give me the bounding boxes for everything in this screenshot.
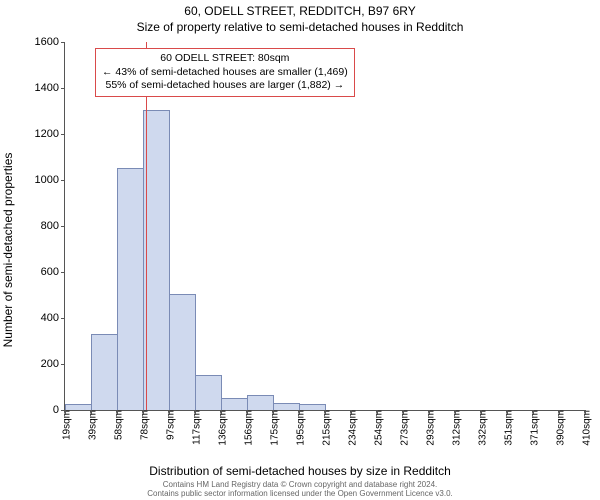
x-axis-label: Distribution of semi-detached houses by … <box>0 464 600 478</box>
histogram-bar <box>195 375 222 411</box>
x-tick-label: 117sqm <box>188 410 203 445</box>
plot-area: 0200400600800100012001400160019sqm39sqm5… <box>64 42 585 411</box>
x-tick-mark <box>65 410 66 414</box>
callout-box: 60 ODELL STREET: 80sqm ← 43% of semi-det… <box>95 48 355 97</box>
x-tick-mark <box>91 410 92 414</box>
footer-line2: Contains public sector information licen… <box>0 489 600 499</box>
x-tick-label: 371sqm <box>526 410 541 446</box>
x-tick-mark <box>169 410 170 414</box>
x-tick-label: 136sqm <box>214 410 229 446</box>
x-tick-label: 78sqm <box>136 410 151 440</box>
x-tick-mark <box>247 410 248 414</box>
histogram-bar <box>117 168 144 411</box>
x-tick-label: 39sqm <box>84 410 99 440</box>
x-tick-mark <box>221 410 222 414</box>
x-tick-label: 58sqm <box>110 410 125 440</box>
x-tick-label: 19sqm <box>58 410 73 440</box>
chart-container: 60, ODELL STREET, REDDITCH, B97 6RY Size… <box>0 0 600 500</box>
y-tick-mark <box>61 318 65 319</box>
x-tick-label: 410sqm <box>578 410 593 446</box>
y-tick-mark <box>61 134 65 135</box>
y-tick-mark <box>61 364 65 365</box>
x-tick-mark <box>117 410 118 414</box>
x-tick-mark <box>195 410 196 414</box>
callout-line1: 60 ODELL STREET: 80sqm <box>102 52 348 66</box>
x-tick-label: 215sqm <box>318 410 333 446</box>
x-tick-mark <box>403 410 404 414</box>
x-tick-label: 390sqm <box>552 410 567 446</box>
x-tick-label: 175sqm <box>266 410 281 446</box>
x-tick-label: 234sqm <box>344 410 359 446</box>
histogram-bar <box>273 403 300 410</box>
x-tick-label: 332sqm <box>474 410 489 446</box>
x-tick-label: 273sqm <box>396 410 411 446</box>
x-tick-mark <box>429 410 430 414</box>
callout-line2: ← 43% of semi-detached houses are smalle… <box>102 66 348 80</box>
x-tick-mark <box>559 410 560 414</box>
x-tick-label: 351sqm <box>500 410 515 446</box>
x-tick-mark <box>533 410 534 414</box>
x-tick-mark <box>481 410 482 414</box>
x-tick-label: 293sqm <box>422 410 437 446</box>
y-tick-mark <box>61 88 65 89</box>
y-tick-mark <box>61 180 65 181</box>
histogram-bar <box>247 395 274 410</box>
histogram-bar <box>221 398 248 411</box>
footer-line1: Contains HM Land Registry data © Crown c… <box>0 480 600 490</box>
footer-attribution: Contains HM Land Registry data © Crown c… <box>0 480 600 499</box>
histogram-bar <box>65 404 92 410</box>
y-tick-mark <box>61 272 65 273</box>
x-tick-mark <box>377 410 378 414</box>
x-tick-label: 97sqm <box>162 410 177 440</box>
x-tick-mark <box>351 410 352 414</box>
chart-title-main: 60, ODELL STREET, REDDITCH, B97 6RY <box>0 4 600 18</box>
x-tick-mark <box>273 410 274 414</box>
histogram-bar <box>299 404 326 410</box>
x-tick-label: 156sqm <box>240 410 255 446</box>
chart-title-sub: Size of property relative to semi-detach… <box>0 20 600 34</box>
x-tick-mark <box>507 410 508 414</box>
x-tick-label: 312sqm <box>448 410 463 446</box>
x-tick-mark <box>299 410 300 414</box>
x-tick-mark <box>325 410 326 414</box>
x-tick-mark <box>143 410 144 414</box>
x-tick-label: 195sqm <box>292 410 307 446</box>
histogram-bar <box>169 294 196 410</box>
histogram-bar <box>91 334 118 410</box>
y-tick-mark <box>61 226 65 227</box>
x-tick-mark <box>455 410 456 414</box>
highlight-line <box>146 42 147 410</box>
y-axis-label: Number of semi-detached properties <box>1 153 15 348</box>
y-tick-mark <box>61 42 65 43</box>
x-tick-mark <box>585 410 586 414</box>
callout-line3: 55% of semi-detached houses are larger (… <box>102 79 348 93</box>
x-tick-label: 254sqm <box>370 410 385 446</box>
